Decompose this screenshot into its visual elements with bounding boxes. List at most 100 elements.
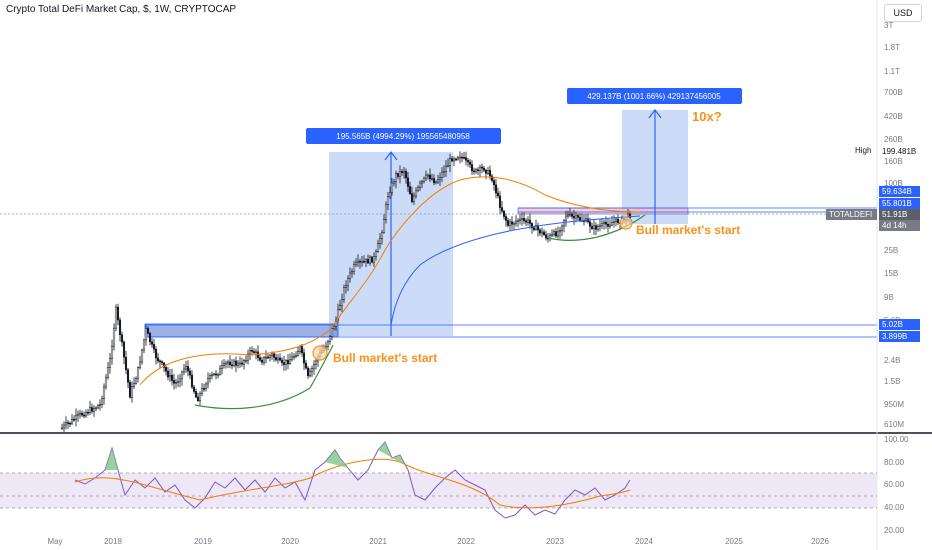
candle-body bbox=[150, 341, 154, 345]
candle-body bbox=[402, 170, 406, 174]
candle-body bbox=[554, 231, 558, 237]
candle-body bbox=[456, 157, 460, 160]
candle-body bbox=[108, 358, 112, 368]
candle-body bbox=[418, 182, 422, 188]
time-axis-tick: 2024 bbox=[635, 537, 653, 546]
candle-body bbox=[170, 374, 174, 381]
candle-body bbox=[434, 181, 438, 184]
candle-body bbox=[90, 407, 94, 412]
candle-body bbox=[332, 326, 336, 329]
candle-body bbox=[88, 407, 92, 413]
candle-body bbox=[388, 192, 392, 197]
candle-body bbox=[106, 367, 110, 378]
candle-body bbox=[244, 360, 248, 362]
candle-body bbox=[406, 177, 410, 187]
candle-body bbox=[220, 365, 224, 369]
candle-body bbox=[122, 341, 126, 358]
candle-body bbox=[590, 225, 594, 229]
annotation-10x: 10x? bbox=[692, 109, 722, 124]
candle-body bbox=[124, 356, 128, 370]
candle-body bbox=[158, 360, 162, 363]
candle-body bbox=[492, 180, 496, 186]
candle-body bbox=[226, 361, 230, 364]
symbol-tag-bg bbox=[826, 209, 877, 220]
candle-body bbox=[538, 229, 542, 234]
price-tag-value: 59.634B bbox=[882, 187, 912, 196]
rsi-axis: 100.00 80.00 60.00 40.00 20.00 bbox=[884, 435, 909, 535]
candle-body bbox=[148, 333, 152, 343]
candle-body bbox=[356, 260, 360, 263]
price-indicators bbox=[139, 176, 646, 410]
candle-body bbox=[354, 261, 358, 265]
candle-body bbox=[360, 261, 364, 263]
candle-body bbox=[448, 158, 452, 166]
candle-body bbox=[68, 422, 72, 425]
candle-body bbox=[234, 360, 238, 366]
chart-title: Crypto Total DeFi Market Cap, $, 1W, CRY… bbox=[6, 4, 237, 15]
candle-body bbox=[520, 218, 524, 220]
price-tags: High 199.481B 59.634B 55.801B 4d 14h 5.02B 3.8… bbox=[826, 145, 927, 342]
candle-body bbox=[308, 370, 312, 377]
candle-body bbox=[266, 356, 270, 359]
candle-body bbox=[298, 346, 302, 352]
candle-body bbox=[314, 360, 318, 365]
candle-body bbox=[214, 373, 218, 376]
candle-body bbox=[400, 171, 404, 174]
price-tag-value: 5.02B bbox=[882, 320, 903, 329]
candle-body bbox=[398, 171, 402, 177]
candle-body bbox=[526, 219, 530, 223]
candle-body bbox=[96, 405, 100, 409]
candle-body bbox=[70, 418, 74, 424]
candle-body bbox=[544, 234, 548, 239]
candle-body bbox=[172, 380, 176, 384]
candle-body bbox=[348, 272, 352, 279]
candle-body bbox=[160, 361, 164, 364]
time-axis-tick: 2023 bbox=[546, 537, 564, 546]
candle-body bbox=[136, 367, 140, 379]
candle-body bbox=[552, 231, 556, 235]
candle-body bbox=[384, 204, 388, 220]
candle-body bbox=[102, 386, 106, 399]
candle-body bbox=[338, 305, 342, 310]
candle-body bbox=[224, 362, 228, 365]
price-axis-tick: 3T bbox=[884, 21, 893, 30]
candle-body bbox=[300, 346, 304, 354]
price-axis-tick: 420B bbox=[884, 112, 903, 121]
candle-body bbox=[270, 353, 274, 357]
candle-body bbox=[294, 355, 298, 357]
candle-body bbox=[478, 166, 482, 171]
candle-body bbox=[274, 357, 278, 361]
candle-body bbox=[128, 382, 132, 398]
high-label: High bbox=[855, 146, 871, 155]
candle-body bbox=[304, 362, 308, 369]
candle-body bbox=[416, 186, 420, 191]
candle-body bbox=[78, 412, 82, 415]
candle-body bbox=[442, 171, 446, 173]
measure-label-2: 429.137B (1001.66%) 429137456005 bbox=[587, 92, 721, 101]
candle-body bbox=[510, 221, 514, 225]
support-curve-1b bbox=[309, 344, 334, 389]
candle-body bbox=[340, 299, 344, 306]
candle-body bbox=[578, 217, 582, 221]
price-axis-tick: 100B bbox=[884, 179, 903, 188]
candle-body bbox=[394, 173, 398, 183]
candle-body bbox=[198, 393, 202, 402]
candle-body bbox=[572, 216, 576, 219]
currency-button[interactable]: USD bbox=[884, 4, 922, 22]
price-tag-value: 3.899B bbox=[882, 332, 907, 341]
candle-body bbox=[558, 230, 562, 233]
candle-body bbox=[404, 170, 408, 179]
candle-body bbox=[200, 388, 204, 394]
candle-body bbox=[594, 225, 598, 230]
candle-body bbox=[566, 214, 570, 217]
time-axis-tick: 2026 bbox=[811, 537, 829, 546]
candle-body bbox=[500, 207, 504, 212]
resistance-zone bbox=[144, 323, 339, 338]
candle-body bbox=[250, 349, 254, 352]
rsi-axis-tick: 100.00 bbox=[884, 435, 909, 444]
candle-body bbox=[196, 396, 200, 402]
candle-body bbox=[436, 179, 440, 183]
candle-body bbox=[472, 170, 476, 173]
measure-label-2-bg bbox=[567, 88, 742, 104]
